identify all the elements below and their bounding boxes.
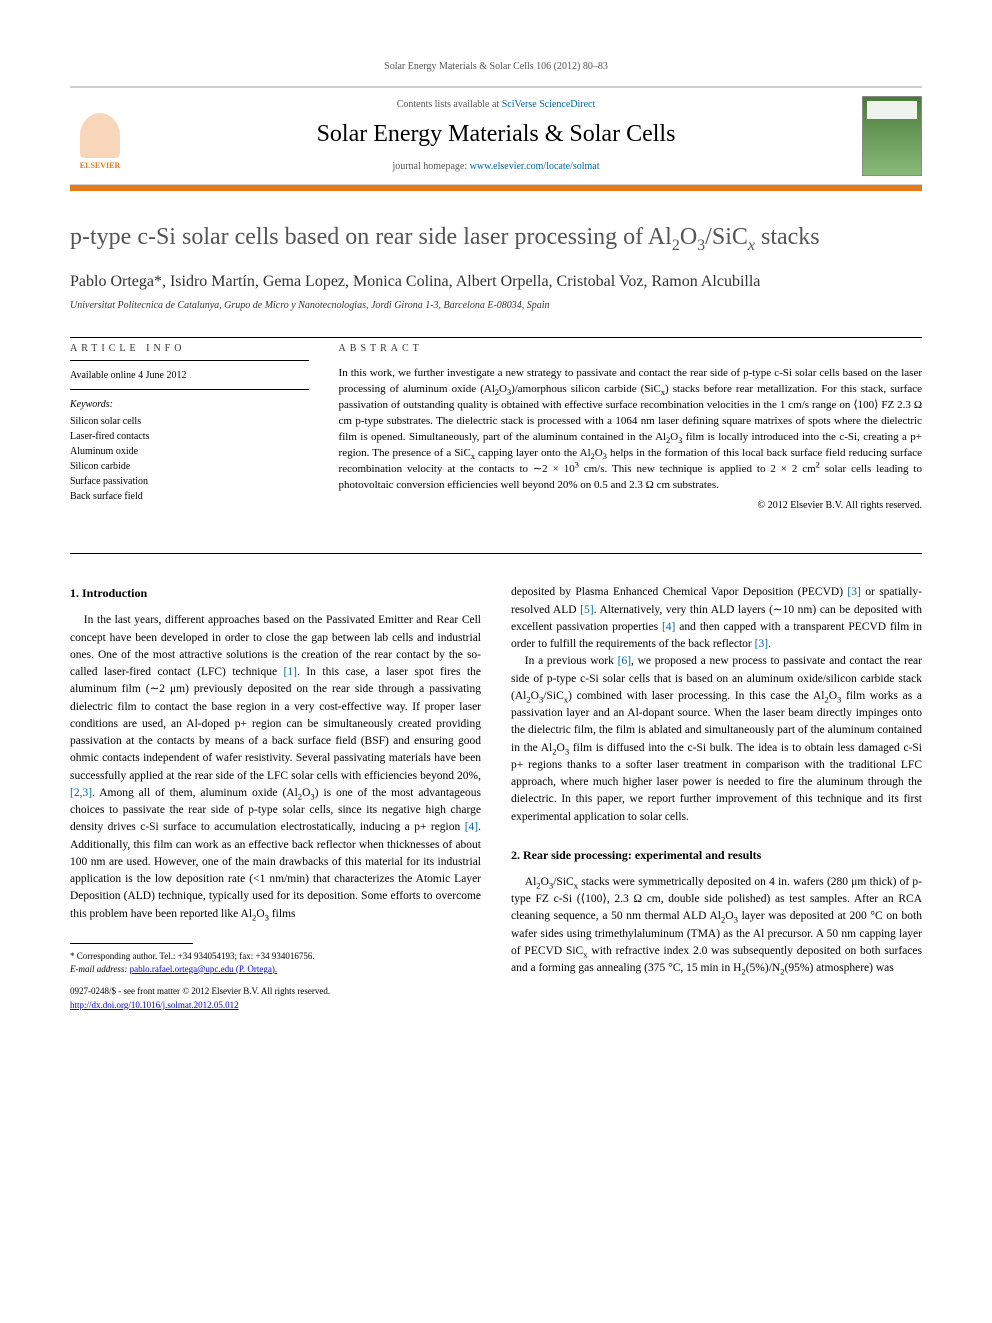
section-2-heading: 2. Rear side processing: experimental an… [511,846,922,864]
left-column: 1. Introduction In the last years, diffe… [70,584,481,1012]
journal-cover-thumbnail [862,96,922,176]
journal-title: Solar Energy Materials & Solar Cells [142,118,850,152]
abstract-copyright: © 2012 Elsevier B.V. All rights reserved… [339,499,922,513]
divider [70,553,922,554]
elsevier-logo: ELSEVIER [70,101,130,171]
intro-paragraph-1: In the last years, different approaches … [70,612,481,923]
footer-text: 0927-0248/$ - see front matter © 2012 El… [70,985,481,1012]
header-center: Contents lists available at SciVerse Sci… [142,98,850,174]
section-2-paragraph-1: Al2O3/SiCx stacks were symmetrically dep… [511,874,922,978]
keywords-label: Keywords: [70,398,309,412]
abstract-text: In this work, we further investigate a n… [339,366,922,494]
journal-reference: Solar Energy Materials & Solar Cells 106… [70,60,922,74]
homepage-prefix: journal homepage: [392,161,469,172]
doi-link[interactable]: http://dx.doi.org/10.1016/j.solmat.2012.… [70,1000,239,1010]
elsevier-tree-icon [80,113,120,158]
paper-page: Solar Energy Materials & Solar Cells 106… [0,0,992,1052]
divider [70,337,922,338]
orange-divider [70,185,922,191]
journal-header: ELSEVIER Contents lists available at Sci… [70,86,922,185]
corresponding-author-footnote: * Corresponding author. Tel.: +34 934054… [70,950,481,975]
homepage-link[interactable]: www.elsevier.com/locate/solmat [470,161,600,172]
homepage-line: journal homepage: www.elsevier.com/locat… [142,160,850,174]
article-info: ARTICLE INFO Available online 4 June 201… [70,342,309,514]
footnote-separator [70,943,193,944]
affiliation: Universitat Politecnica de Catalunya, Gr… [70,299,922,313]
section-1-heading: 1. Introduction [70,584,481,602]
email-link[interactable]: pablo.rafael.ortega@upc.edu (P. Ortega). [130,964,277,974]
intro-paragraph-1-cont: deposited by Plasma Enhanced Chemical Va… [511,584,922,653]
intro-paragraph-2: In a previous work [6], we proposed a ne… [511,653,922,826]
keywords-list: Silicon solar cellsLaser-fired contactsA… [70,414,309,504]
body-columns: 1. Introduction In the last years, diffe… [70,584,922,1012]
available-online: Available online 4 June 2012 [70,369,309,390]
right-column: deposited by Plasma Enhanced Chemical Va… [511,584,922,1012]
contents-line: Contents lists available at SciVerse Sci… [142,98,850,112]
corresponding-line: * Corresponding author. Tel.: +34 934054… [70,950,481,963]
abstract: ABSTRACT In this work, we further invest… [339,342,922,514]
article-title: p-type c-Si solar cells based on rear si… [70,221,922,255]
email-label: E-mail address: [70,964,127,974]
publisher-name: ELSEVIER [80,160,120,171]
email-line: E-mail address: pablo.rafael.ortega@upc.… [70,963,481,976]
article-info-heading: ARTICLE INFO [70,342,309,361]
front-matter-line: 0927-0248/$ - see front matter © 2012 El… [70,985,481,999]
info-abstract-row: ARTICLE INFO Available online 4 June 201… [70,342,922,514]
contents-prefix: Contents lists available at [397,99,502,110]
authors: Pablo Ortega*, Isidro Martín, Gema Lopez… [70,271,922,293]
abstract-heading: ABSTRACT [339,342,922,356]
sciencedirect-link[interactable]: SciVerse ScienceDirect [502,99,596,110]
